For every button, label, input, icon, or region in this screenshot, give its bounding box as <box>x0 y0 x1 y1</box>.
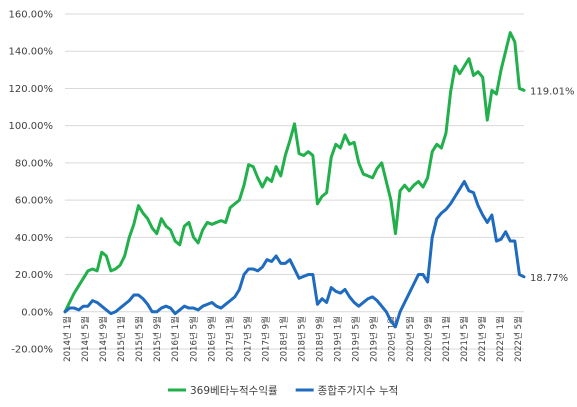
x-tick-label: 2022년 5월 <box>512 316 524 362</box>
x-tick-label: 2018년 1월 <box>277 316 289 362</box>
x-tick-label: 2016년 5월 <box>187 316 199 362</box>
x-tick-label: 2015년 9월 <box>151 316 163 362</box>
x-tick-label: 2020년 9월 <box>422 316 434 362</box>
end-labels: 119.01% 18.77% <box>530 86 575 284</box>
y-tick-label: 60.00% <box>15 196 53 207</box>
legend-label-1: 종합주가지수 누적 <box>318 385 399 397</box>
y-tick-label: 100.00% <box>9 121 54 132</box>
x-tick-label: 2014년 5월 <box>79 316 91 362</box>
series-lines <box>63 31 526 329</box>
series-line-0 <box>63 31 526 314</box>
grid-lines <box>65 13 524 350</box>
y-tick-label: 160.00% <box>9 10 54 21</box>
y-tick-label: 20.00% <box>15 270 53 281</box>
x-tick-label: 2015년 5월 <box>133 316 145 362</box>
y-tick-label: 0.00% <box>21 307 53 318</box>
legend: 369베타누적수익률 종합주가지수 누적 <box>168 385 398 397</box>
y-tick-label: -20.00% <box>11 345 53 356</box>
y-tick-label: 140.00% <box>9 47 54 58</box>
y-tick-label: 40.00% <box>15 233 53 244</box>
x-tick-label: 2021년 9월 <box>476 316 488 362</box>
end-value-label-0: 119.01% <box>530 86 575 97</box>
legend-label-0: 369베타누적수익률 <box>190 385 278 397</box>
x-tick-label: 2015년 1월 <box>115 316 127 362</box>
x-tick-label: 2014년 9월 <box>97 316 109 362</box>
x-tick-label: 2014년 1월 <box>61 316 73 362</box>
x-axis-ticks: 2014년 1월 2014년 5월 2014년 9월 2015년 1월 2015년 5월… <box>61 316 524 362</box>
x-tick-label: 2016년 9월 <box>205 316 217 362</box>
x-tick-label: 2021년 1월 <box>440 316 452 362</box>
y-tick-label: 120.00% <box>9 84 54 95</box>
x-tick-label: 2018년 9월 <box>314 316 326 362</box>
x-tick-label: 2019년 5월 <box>350 316 362 362</box>
x-tick-label: 2019년 1월 <box>332 316 344 362</box>
series-line-1 <box>63 180 526 329</box>
end-value-label-1: 18.77% <box>530 273 568 284</box>
x-tick-label: 2017년 9월 <box>259 316 271 362</box>
x-tick-label: 2018년 5월 <box>296 316 308 362</box>
x-tick-label: 2021년 5월 <box>458 316 470 362</box>
x-tick-label: 2020년 5월 <box>404 316 416 362</box>
y-axis-ticks: -20.00% 0.00% 20.00% 40.00% 60.00% 80.00% 100.… <box>9 10 54 356</box>
x-tick-label: 2016년 1월 <box>169 316 181 362</box>
x-tick-label: 2022년 1월 <box>494 316 506 362</box>
x-tick-label: 2017년 1월 <box>223 316 235 362</box>
x-tick-label: 2017년 5월 <box>241 316 253 362</box>
y-tick-label: 80.00% <box>15 158 53 169</box>
x-tick-label: 2019년 9월 <box>368 316 380 362</box>
